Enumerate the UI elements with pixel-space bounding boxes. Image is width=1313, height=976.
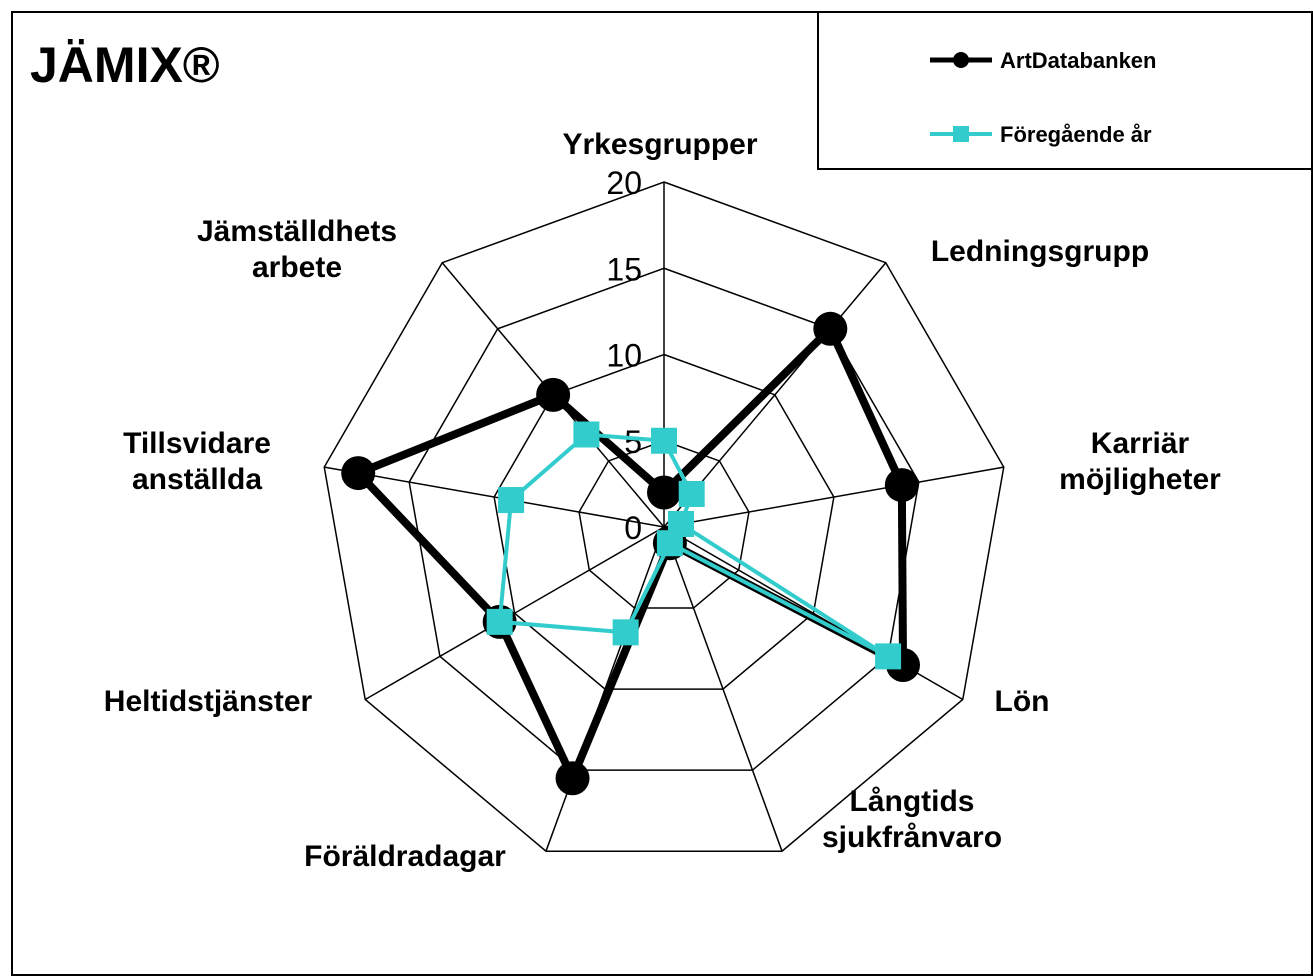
- legend-marker: [953, 126, 969, 142]
- data-point: [341, 456, 376, 491]
- category-label: Tillsvidare anställda: [123, 427, 271, 496]
- category-label: Jämställdhets arbete: [196, 215, 398, 284]
- category-label: Ledningsgrupp: [930, 235, 1150, 268]
- data-point: [875, 643, 902, 670]
- grid-line: [493, 353, 835, 690]
- data-point: [498, 487, 525, 514]
- spoke: [663, 526, 964, 701]
- data-point: [884, 468, 919, 503]
- category-label: Långtids sjukfrånvaro: [821, 785, 1003, 854]
- legend-marker: [953, 52, 969, 68]
- data-point: [555, 761, 590, 796]
- legend-label: ArtDatabanken: [1000, 48, 1156, 73]
- data-point: [486, 608, 513, 635]
- data-point: [678, 480, 705, 507]
- series-line: [351, 321, 908, 789]
- data-point: [573, 421, 600, 448]
- spoke: [545, 526, 665, 852]
- data-point: [647, 475, 681, 510]
- tick-label: 20: [606, 165, 642, 201]
- tick-label: 5: [624, 424, 642, 460]
- spoke: [364, 526, 665, 701]
- category-label: Yrkesgrupper: [562, 128, 758, 161]
- tick-label: 10: [606, 338, 642, 374]
- grid-line: [578, 439, 750, 609]
- data-point: [656, 530, 683, 557]
- grid-line: [323, 181, 1005, 852]
- series-line: [497, 432, 890, 659]
- spoke: [663, 526, 783, 852]
- data-point: [612, 619, 639, 646]
- legend-label: Föregående år: [1000, 122, 1152, 147]
- chart-title: JÄMIX®: [30, 37, 220, 93]
- tick-label: 0: [624, 510, 642, 546]
- category-label: Karriär möjligheter: [1059, 427, 1221, 496]
- data-point: [651, 427, 677, 454]
- category-label: Lön: [994, 685, 1050, 718]
- tick-label: 15: [606, 251, 642, 287]
- chart-border: [11, 11, 1313, 976]
- category-label: Föräldradagar: [304, 840, 506, 873]
- grid-line: [408, 267, 920, 771]
- spoke: [324, 466, 665, 528]
- legend-box: [817, 11, 1313, 170]
- category-label: Heltidstjänster: [103, 685, 313, 718]
- data-point: [813, 311, 848, 346]
- spoke: [663, 466, 1004, 528]
- data-point: [536, 377, 571, 412]
